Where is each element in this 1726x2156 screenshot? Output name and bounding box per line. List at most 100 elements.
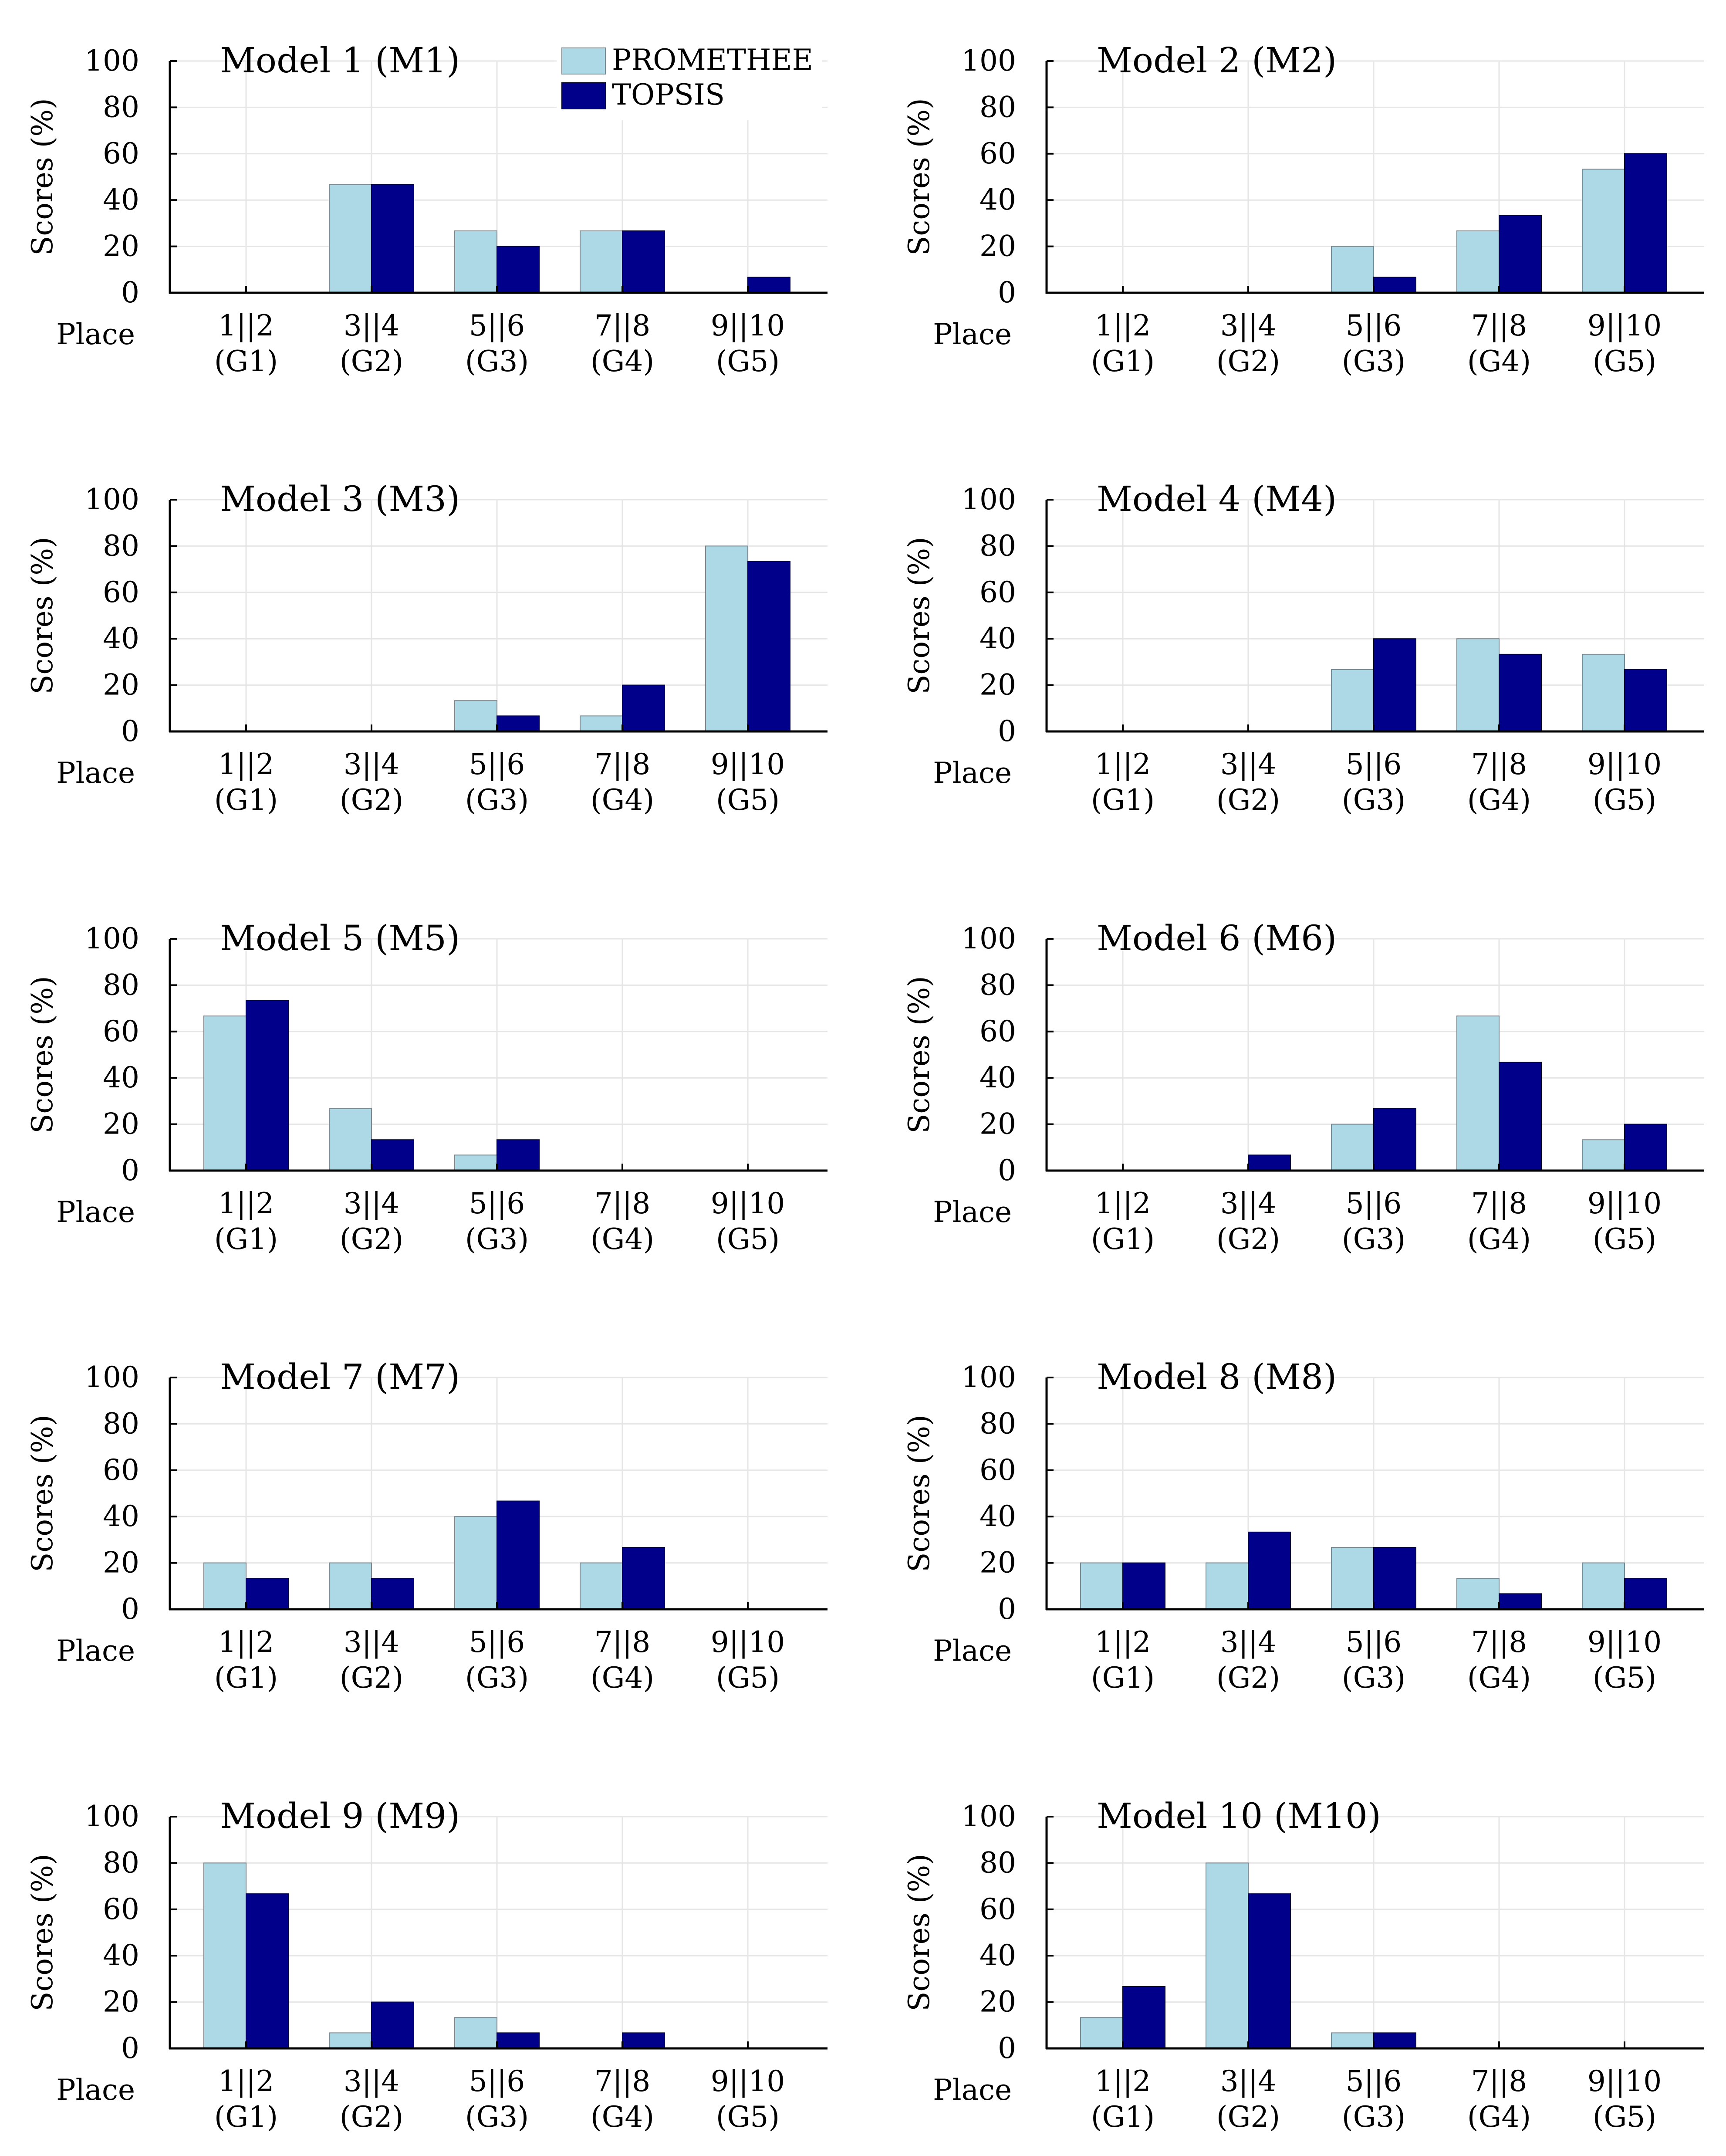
x-tick-label-bottom: (G3): [1342, 1661, 1405, 1695]
x-tick-label-bottom: (G1): [1091, 2100, 1155, 2134]
x-tick-label-bottom: (G5): [1593, 345, 1656, 378]
x-axis-label: Place: [56, 756, 135, 790]
y-tick-label: 40: [103, 622, 139, 655]
x-tick-label-bottom: (G1): [1091, 345, 1155, 378]
x-axis-label: Place: [56, 318, 135, 351]
bar-promethee-5: [1582, 653, 1625, 732]
y-tick-label: 100: [84, 922, 139, 955]
x-axis-label: Place: [933, 1195, 1012, 1229]
x-tick-label-top: 9||10: [711, 1625, 785, 1659]
x-tick-label-top: 3||4: [1220, 1187, 1276, 1220]
y-tick-label: 60: [103, 1453, 139, 1487]
x-tick-label-top: 1||2: [218, 1187, 274, 1220]
bar-promethee-3: [1331, 2032, 1374, 2049]
bar-topsis-2: [1248, 1531, 1291, 1610]
x-axis-label: Place: [933, 2073, 1012, 2107]
x-tick-label-top: 1||2: [1095, 1187, 1151, 1220]
x-tick-label-bottom: (G5): [716, 1661, 780, 1695]
bar-topsis-3: [497, 2032, 540, 2049]
chart-panel-1: 0 20 40 60 80 100 1||2(G1) 3||4(G2) 5||6(G3) 7||8…: [26, 40, 828, 378]
x-tick-label-bottom: (G4): [591, 783, 654, 817]
y-tick-label: 20: [980, 1985, 1016, 2019]
y-tick-label: 20: [980, 668, 1016, 702]
x-tick-label-bottom: (G5): [1593, 1222, 1656, 1256]
chart-title: Model 6 (M6): [1097, 918, 1337, 958]
chart-title: Model 10 (M10): [1097, 1796, 1381, 1836]
bar-promethee-3: [454, 230, 497, 293]
bar-promethee-4: [1456, 638, 1500, 732]
x-tick-label-bottom: (G3): [465, 1661, 529, 1695]
y-axis-label: Scores (%): [26, 1854, 59, 2011]
bar-topsis-3: [497, 246, 540, 293]
bar-topsis-2: [371, 2001, 414, 2049]
bar-promethee-3: [454, 1154, 497, 1171]
x-tick-label-bottom: (G4): [591, 1661, 654, 1695]
x-tick-label-bottom: (G5): [716, 345, 780, 378]
x-tick-label-top: 9||10: [1588, 309, 1662, 342]
bar-topsis-4: [1499, 1062, 1542, 1171]
x-tick-label-top: 5||6: [1346, 1187, 1402, 1220]
y-tick-label: 80: [103, 1846, 139, 1879]
y-axis-label: Scores (%): [902, 1854, 936, 2011]
y-tick-label: 100: [961, 922, 1016, 955]
x-tick-label-top: 3||4: [1220, 309, 1276, 342]
y-tick-label: 100: [84, 483, 139, 516]
x-tick-label-bottom: (G4): [1467, 1661, 1531, 1695]
x-tick-label-top: 1||2: [1095, 1625, 1151, 1659]
y-tick-label: 100: [961, 1800, 1016, 1833]
x-tick-label-bottom: (G2): [1216, 2100, 1280, 2134]
y-tick-label: 0: [998, 1154, 1016, 1187]
x-tick-label-top: 7||8: [1471, 2065, 1527, 2098]
bar-promethee-3: [1331, 246, 1374, 293]
y-tick-label: 40: [980, 1061, 1016, 1094]
x-tick-label-bottom: (G5): [716, 2100, 780, 2134]
x-tick-label-top: 9||10: [711, 748, 785, 781]
x-tick-label-top: 9||10: [1588, 748, 1662, 781]
x-tick-label-bottom: (G1): [214, 1661, 278, 1695]
x-tick-label-top: 7||8: [594, 1625, 650, 1659]
y-axis-label: Scores (%): [902, 98, 936, 256]
bar-topsis-5: [1624, 1124, 1667, 1171]
y-tick-label: 40: [103, 1939, 139, 1972]
x-tick-label-top: 9||10: [1588, 2065, 1662, 2098]
bar-topsis-5: [1624, 1578, 1667, 1610]
x-tick-label-bottom: (G4): [1467, 345, 1531, 378]
x-tick-label-top: 7||8: [1471, 1187, 1527, 1220]
y-tick-label: 0: [121, 276, 139, 309]
y-tick-label: 60: [980, 1453, 1016, 1487]
y-axis-label: Scores (%): [902, 1415, 936, 1572]
y-tick-label: 80: [980, 529, 1016, 562]
bar-topsis-1: [246, 1578, 289, 1610]
bar-topsis-3: [1373, 2032, 1416, 2049]
x-tick-label-bottom: (G2): [340, 345, 403, 378]
x-tick-label-bottom: (G3): [1342, 2100, 1405, 2134]
x-tick-label-top: 5||6: [1346, 309, 1402, 342]
y-tick-label: 0: [121, 1154, 139, 1187]
x-tick-label-top: 9||10: [1588, 1625, 1662, 1659]
x-tick-label-bottom: (G1): [1091, 783, 1155, 817]
x-tick-label-top: 3||4: [344, 2065, 399, 2098]
chart-title: Model 5 (M5): [220, 918, 460, 958]
y-tick-label: 80: [103, 968, 139, 1002]
bar-promethee-3: [1331, 669, 1374, 732]
x-tick-label-top: 9||10: [711, 1187, 785, 1220]
x-axis-label: Place: [56, 1195, 135, 1229]
bar-topsis-2: [1248, 1154, 1291, 1171]
y-axis-label: Scores (%): [902, 537, 936, 694]
x-tick-label-bottom: (G1): [214, 345, 278, 378]
x-tick-label-bottom: (G4): [1467, 1222, 1531, 1256]
chart-title: Model 7 (M7): [220, 1357, 460, 1397]
y-tick-label: 60: [103, 1892, 139, 1926]
y-tick-label: 40: [980, 1939, 1016, 1972]
chart-panel-8: 0 20 40 60 80 100 1||2(G1) 3||4(G2) 5||6(G3) 7||8…: [902, 1357, 1704, 1695]
chart-panel-2: 0 20 40 60 80 100 1||2(G1) 3||4(G2) 5||6(G3) 7||8…: [902, 40, 1704, 378]
x-tick-label-bottom: (G1): [1091, 1661, 1155, 1695]
x-tick-label-bottom: (G4): [591, 1222, 654, 1256]
x-tick-label-top: 9||10: [1588, 1187, 1662, 1220]
y-tick-label: 40: [980, 183, 1016, 217]
bar-topsis-4: [622, 2032, 665, 2049]
chart-panel-3: 0 20 40 60 80 100 1||2(G1) 3||4(G2) 5||6(G3) 7||8…: [26, 479, 828, 817]
x-tick-label-bottom: (G5): [716, 783, 780, 817]
chart-panel-4: 0 20 40 60 80 100 1||2(G1) 3||4(G2) 5||6(G3) 7||8…: [902, 479, 1704, 817]
